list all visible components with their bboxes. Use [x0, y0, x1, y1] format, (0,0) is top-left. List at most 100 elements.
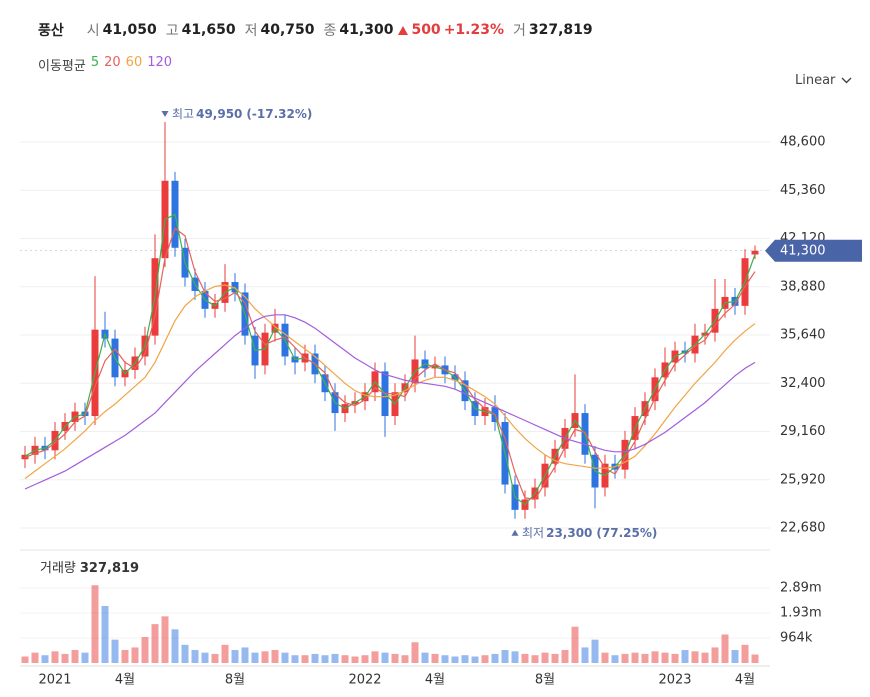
- ma-line: [24, 284, 756, 480]
- volume-bar: [541, 652, 549, 663]
- y-tick-label: 45,360: [780, 183, 826, 198]
- volume-bar: [621, 653, 629, 663]
- x-tick-label: 2022: [348, 673, 381, 688]
- ma-legend-item: 120: [147, 55, 173, 70]
- volume-bar: [321, 655, 329, 663]
- last-price-label: 41,300: [780, 243, 826, 258]
- y-tick-label: 38,880: [780, 279, 826, 294]
- ma-line: [24, 213, 756, 506]
- x-tick-label: 4월: [735, 673, 755, 688]
- volume-bar: [471, 656, 479, 663]
- quote-label: 저: [244, 23, 258, 39]
- volume-title: 거래량: [40, 561, 76, 576]
- marker-note: (77.25%): [596, 525, 657, 539]
- up-icon: [398, 25, 409, 35]
- volume-bar: [91, 585, 99, 663]
- volume-bar: [311, 653, 319, 663]
- volume-bar: [121, 650, 129, 663]
- stock-name: 풍산: [38, 23, 64, 39]
- volume-bar: [751, 654, 759, 663]
- y-tick-label: 25,920: [780, 472, 826, 487]
- volume-bar: [161, 616, 169, 663]
- volume-bar: [221, 644, 229, 663]
- volume-bar: [711, 647, 719, 663]
- y-tick-label: 48,600: [780, 135, 826, 150]
- marker-arrow: [511, 529, 519, 536]
- volume-bar: [721, 634, 729, 663]
- volume-bar: [331, 653, 339, 663]
- volume-bar: [151, 624, 159, 663]
- chevron[interactable]: [841, 77, 852, 84]
- volume-bar: [171, 629, 179, 663]
- scale-label[interactable]: Linear: [795, 73, 836, 88]
- quote-label: 거: [513, 23, 526, 39]
- volume-bar: [201, 652, 209, 663]
- candle-body: [751, 250, 759, 255]
- volume-bar: [571, 626, 579, 663]
- ma-legend: 이동평균 5 20 60 120: [38, 55, 172, 74]
- volume-bar: [281, 652, 289, 663]
- last-price-tag: [765, 239, 862, 262]
- volume-tick-label: 1.93m: [780, 605, 822, 620]
- volume-bar: [501, 650, 509, 663]
- volume-tick-label: 2.89m: [780, 581, 822, 596]
- scale-dropdown[interactable]: Linear: [795, 73, 852, 88]
- volume-bar: [181, 644, 189, 663]
- volume-bar: [561, 650, 569, 663]
- volume-bar: [431, 653, 439, 663]
- volume-bar: [511, 651, 519, 663]
- volume-bar: [351, 656, 359, 663]
- quote-value: 40,750: [260, 22, 315, 38]
- ma-legend-item: 20: [104, 55, 121, 70]
- volume-bar: [241, 647, 249, 663]
- volume-bar: [341, 655, 349, 663]
- volume-bar: [421, 652, 429, 663]
- volume-bar: [671, 653, 679, 663]
- volume-bar: [361, 655, 369, 663]
- volume-bar: [641, 653, 649, 663]
- quote-label: 종: [323, 23, 337, 39]
- marker-title: 최고: [172, 106, 194, 120]
- quote-label: 고: [165, 23, 179, 39]
- volume-bar: [51, 651, 59, 663]
- quote-value: 41,650: [181, 22, 236, 38]
- volume-bar: [731, 650, 739, 663]
- volume-bar: [651, 651, 659, 663]
- volume-bar: [191, 650, 199, 663]
- volume-bar: [691, 651, 699, 663]
- volume-bar: [611, 655, 619, 663]
- y-tick-label: 32,400: [780, 376, 826, 391]
- volume-bar: [21, 656, 29, 663]
- marker-label: 최고 49,950 (-17.32%): [172, 106, 312, 120]
- marker-label: 최저 23,300 (77.25%): [522, 525, 657, 539]
- volume-bar: [291, 655, 299, 663]
- y-tick-label: 22,680: [780, 521, 826, 536]
- volume-bar: [101, 605, 109, 663]
- volume-bar: [131, 647, 139, 663]
- volume-bar: [601, 652, 609, 663]
- volume-bar: [631, 652, 639, 663]
- y-tick-label: 35,640: [780, 328, 826, 343]
- volume-bar: [371, 651, 379, 663]
- x-tick-label: 4월: [425, 673, 445, 688]
- volume-bar: [741, 644, 749, 663]
- quote-label: 시: [86, 23, 100, 39]
- volume-bar: [681, 650, 689, 663]
- volume-bar: [61, 653, 69, 663]
- x-tick-label: 8월: [535, 673, 555, 688]
- volume-bar: [551, 653, 559, 663]
- volume-value: 327,819: [80, 561, 139, 576]
- volume-bar: [81, 652, 89, 663]
- volume-bar: [261, 651, 269, 663]
- volume-bar: [141, 637, 149, 663]
- ma-legend-title: 이동평균: [38, 59, 86, 74]
- volume-bar: [401, 655, 409, 663]
- volume-bar: [41, 655, 49, 663]
- quote-value: 41,300: [339, 22, 394, 38]
- x-tick-label: 2023: [658, 673, 691, 688]
- volume-bar: [251, 652, 259, 663]
- volume-bar: [391, 653, 399, 663]
- quote-value: 327,819: [528, 22, 593, 38]
- volume-bar: [701, 652, 709, 663]
